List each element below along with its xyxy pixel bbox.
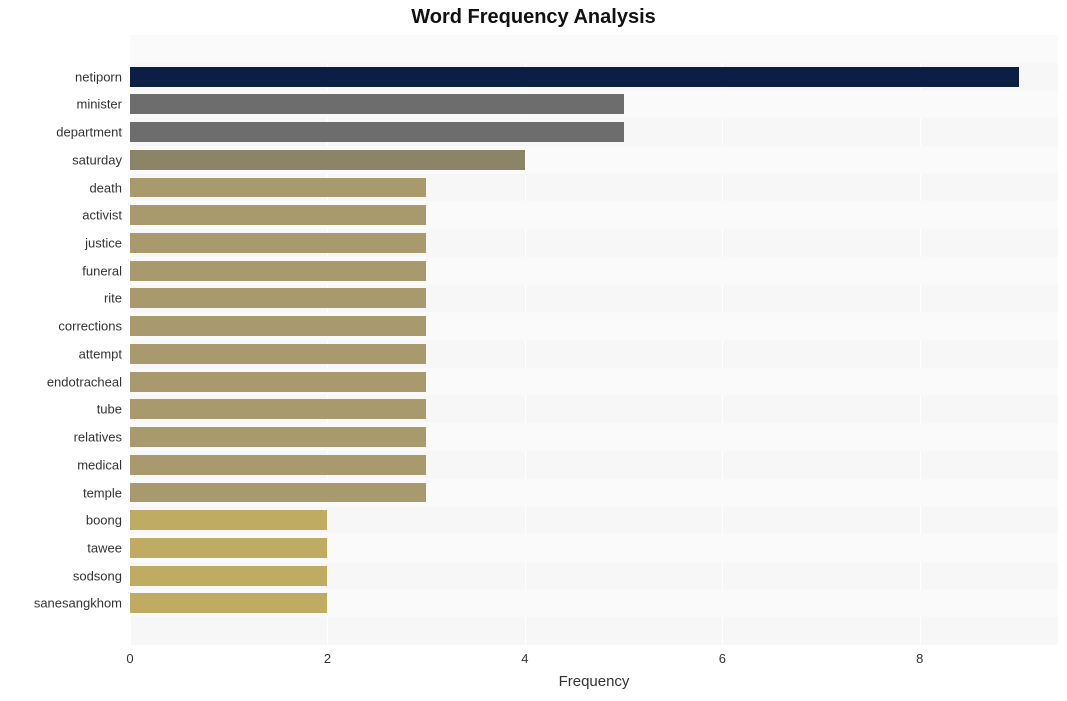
bar bbox=[130, 566, 327, 586]
x-tick-label: 2 bbox=[324, 651, 331, 666]
bar bbox=[130, 510, 327, 530]
bar bbox=[130, 483, 426, 503]
bar bbox=[130, 261, 426, 281]
y-tick-label: attempt bbox=[79, 346, 130, 361]
y-tick-label: department bbox=[56, 125, 130, 140]
y-tick-label: endotracheal bbox=[47, 374, 130, 389]
y-tick-label: boong bbox=[86, 513, 130, 528]
bar bbox=[130, 67, 1019, 87]
bar bbox=[130, 372, 426, 392]
bar bbox=[130, 205, 426, 225]
y-tick-label: minister bbox=[76, 97, 130, 112]
bar bbox=[130, 178, 426, 198]
y-tick-label: tube bbox=[97, 402, 130, 417]
y-tick-label: tawee bbox=[87, 540, 130, 555]
plot-area: Frequency 02468netipornministerdepartmen… bbox=[130, 35, 1058, 645]
bar bbox=[130, 427, 426, 447]
bar bbox=[130, 122, 624, 142]
y-tick-label: netiporn bbox=[75, 69, 130, 84]
y-tick-label: corrections bbox=[58, 319, 130, 334]
x-axis-label: Frequency bbox=[130, 673, 1058, 690]
y-tick-label: relatives bbox=[74, 430, 130, 445]
bar bbox=[130, 150, 525, 170]
chart-container: Word Frequency Analysis Frequency 02468n… bbox=[0, 0, 1067, 701]
y-tick-label: medical bbox=[77, 457, 130, 472]
x-tick-label: 0 bbox=[126, 651, 133, 666]
x-tick-label: 4 bbox=[521, 651, 528, 666]
bar bbox=[130, 233, 426, 253]
y-tick-label: sodsong bbox=[73, 568, 130, 583]
bar bbox=[130, 538, 327, 558]
x-tick-label: 8 bbox=[916, 651, 923, 666]
y-tick-label: funeral bbox=[82, 263, 130, 278]
bar bbox=[130, 455, 426, 475]
y-tick-label: saturday bbox=[72, 152, 130, 167]
bar bbox=[130, 316, 426, 336]
bar bbox=[130, 94, 624, 114]
y-tick-label: rite bbox=[104, 291, 130, 306]
chart-title: Word Frequency Analysis bbox=[0, 6, 1067, 29]
y-tick-label: sanesangkhom bbox=[34, 596, 130, 611]
y-tick-label: activist bbox=[82, 208, 130, 223]
y-tick-label: justice bbox=[85, 235, 130, 250]
bar bbox=[130, 593, 327, 613]
y-tick-label: death bbox=[89, 180, 130, 195]
bar bbox=[130, 344, 426, 364]
bar bbox=[130, 288, 426, 308]
y-tick-label: temple bbox=[83, 485, 130, 500]
row-band bbox=[130, 35, 1058, 63]
bar bbox=[130, 399, 426, 419]
x-tick-label: 6 bbox=[719, 651, 726, 666]
